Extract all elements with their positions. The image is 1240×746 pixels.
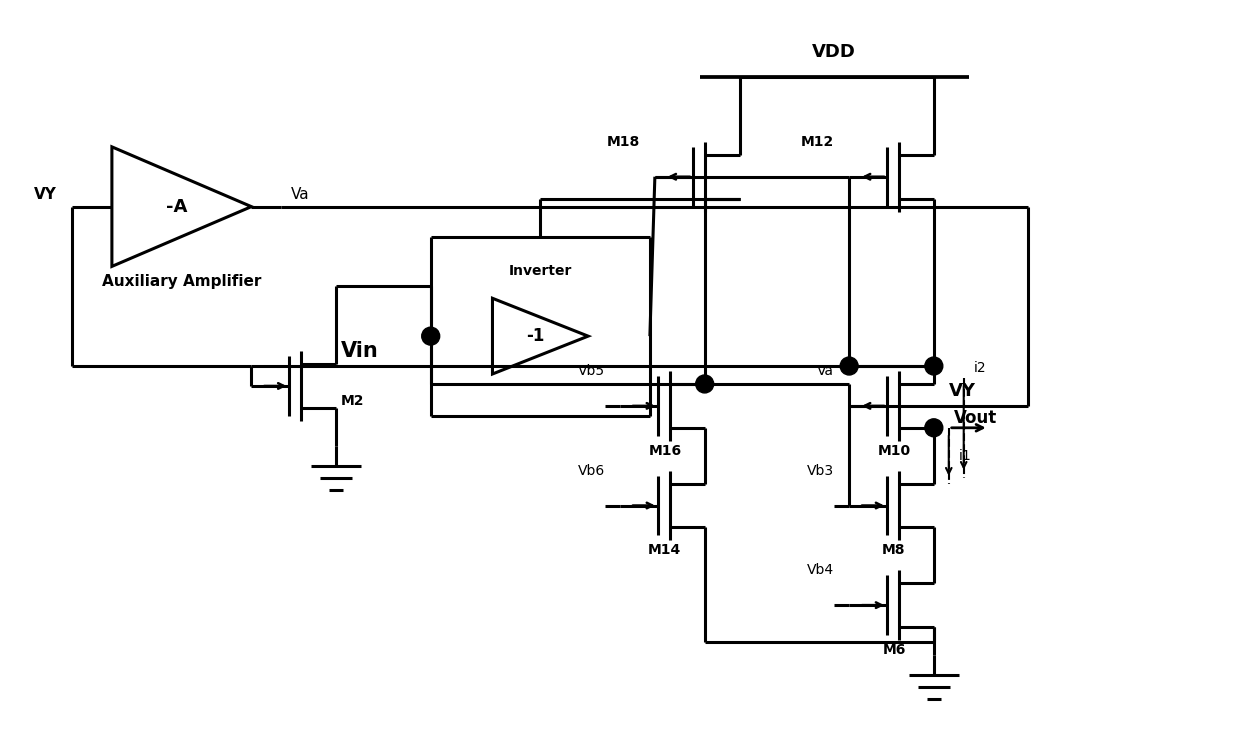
- Text: Inverter: Inverter: [508, 264, 572, 278]
- Text: i2: i2: [973, 361, 986, 375]
- Text: Vb3: Vb3: [807, 463, 835, 477]
- Circle shape: [841, 357, 858, 375]
- Text: i1: i1: [959, 448, 971, 463]
- Circle shape: [925, 357, 942, 375]
- Text: M10: M10: [878, 444, 910, 458]
- Text: Vb6: Vb6: [578, 463, 605, 477]
- Text: Vb4: Vb4: [807, 563, 835, 577]
- Text: -A: -A: [166, 198, 187, 216]
- Text: M8: M8: [882, 543, 905, 557]
- Text: Auxiliary Amplifier: Auxiliary Amplifier: [102, 274, 262, 289]
- Text: M18: M18: [606, 135, 640, 149]
- Circle shape: [925, 419, 942, 436]
- Text: M14: M14: [649, 543, 682, 557]
- Text: M2: M2: [341, 394, 365, 408]
- Text: Vin: Vin: [341, 341, 378, 361]
- Text: Va: Va: [291, 187, 310, 202]
- Text: -1: -1: [526, 327, 544, 345]
- Text: VY: VY: [35, 187, 57, 202]
- Circle shape: [696, 375, 714, 393]
- Text: M12: M12: [801, 135, 835, 149]
- Text: VY: VY: [949, 382, 976, 400]
- Text: VDD: VDD: [812, 43, 856, 61]
- Text: M6: M6: [883, 643, 905, 657]
- Text: Va: Va: [817, 364, 835, 378]
- Text: M16: M16: [649, 444, 682, 458]
- Text: Vout: Vout: [954, 409, 997, 427]
- Text: Vb5: Vb5: [578, 364, 605, 378]
- Circle shape: [422, 327, 440, 345]
